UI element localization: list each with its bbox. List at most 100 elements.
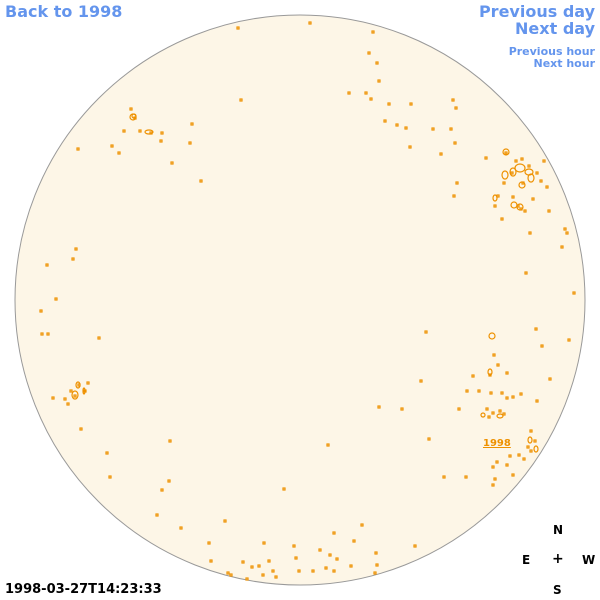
contour-speck bbox=[498, 409, 502, 413]
contour-speck bbox=[377, 79, 381, 83]
contour-speck bbox=[427, 437, 431, 441]
contour-speck bbox=[236, 26, 240, 30]
contour-speck bbox=[452, 194, 456, 198]
contour-speck bbox=[455, 181, 459, 185]
contour-speck bbox=[502, 412, 506, 416]
contour-speck bbox=[408, 145, 412, 149]
contour-speck bbox=[271, 569, 275, 573]
contour-speck bbox=[349, 564, 353, 568]
contour-speck bbox=[335, 557, 339, 561]
contour-speck bbox=[496, 363, 500, 367]
contour-speck bbox=[453, 141, 457, 145]
contour-loop bbox=[480, 412, 486, 418]
contour-loop bbox=[82, 387, 86, 395]
contour-loop bbox=[518, 181, 526, 189]
contour-speck bbox=[464, 475, 468, 479]
contour-speck bbox=[367, 51, 371, 55]
contour-speck bbox=[97, 336, 101, 340]
contour-speck bbox=[520, 157, 524, 161]
contour-speck bbox=[560, 245, 564, 249]
previous-day-link[interactable]: Previous day bbox=[478, 2, 595, 21]
contour-speck bbox=[540, 344, 544, 348]
contour-speck bbox=[439, 152, 443, 156]
contour-speck bbox=[504, 151, 508, 155]
contour-speck bbox=[40, 332, 44, 336]
contour-speck bbox=[179, 526, 183, 530]
contour-speck bbox=[239, 98, 243, 102]
contour-loop bbox=[75, 381, 81, 389]
contour-speck bbox=[167, 479, 171, 483]
contour-loop bbox=[527, 173, 535, 183]
contour-speck bbox=[294, 556, 298, 560]
contour-speck bbox=[63, 397, 67, 401]
contour-speck bbox=[542, 159, 546, 163]
contour-speck bbox=[493, 204, 497, 208]
contour-speck bbox=[531, 197, 535, 201]
contour-speck bbox=[527, 164, 531, 168]
contour-speck bbox=[326, 443, 330, 447]
contour-speck bbox=[190, 122, 194, 126]
next-day-link[interactable]: Next day bbox=[515, 19, 595, 38]
contour-speck bbox=[493, 477, 497, 481]
magnetic-contours bbox=[39, 21, 576, 581]
contour-speck bbox=[188, 141, 192, 145]
contour-speck bbox=[431, 127, 435, 131]
contour-speck bbox=[457, 407, 461, 411]
contour-speck bbox=[375, 61, 379, 65]
contour-speck bbox=[364, 91, 368, 95]
contour-speck bbox=[76, 147, 80, 151]
contour-speck bbox=[69, 389, 73, 393]
contour-speck bbox=[529, 429, 533, 433]
contour-speck bbox=[39, 309, 43, 313]
contour-speck bbox=[51, 396, 55, 400]
contour-speck bbox=[529, 449, 533, 453]
contour-speck bbox=[489, 391, 493, 395]
contour-speck bbox=[328, 553, 332, 557]
contour-speck bbox=[477, 389, 481, 393]
contour-speck bbox=[413, 544, 417, 548]
contour-speck bbox=[563, 227, 567, 231]
compass-north: N bbox=[553, 523, 564, 537]
contour-speck bbox=[492, 353, 496, 357]
contour-speck bbox=[318, 548, 322, 552]
contour-speck bbox=[245, 577, 249, 581]
contour-speck bbox=[375, 563, 379, 567]
contour-speck bbox=[454, 106, 458, 110]
contour-speck bbox=[160, 488, 164, 492]
contour-speck bbox=[500, 391, 504, 395]
contour-speck bbox=[267, 559, 271, 563]
contour-speck bbox=[105, 451, 109, 455]
contour-speck bbox=[79, 427, 83, 431]
contour-speck bbox=[395, 123, 399, 127]
observation-timestamp: 1998-03-27T14:23:33 bbox=[5, 582, 162, 597]
contour-speck bbox=[511, 395, 515, 399]
contour-speck bbox=[419, 379, 423, 383]
contour-loop bbox=[516, 203, 524, 211]
back-to-year-link[interactable]: Back to 1998 bbox=[5, 2, 123, 21]
contour-speck bbox=[73, 394, 77, 398]
contour-speck bbox=[505, 371, 509, 375]
contour-loop bbox=[527, 436, 533, 444]
previous-hour-link[interactable]: Previous hour bbox=[508, 45, 595, 58]
contour-speck bbox=[547, 209, 551, 213]
year-link-on-disk[interactable]: 1998 bbox=[483, 438, 511, 449]
contour-speck bbox=[572, 291, 576, 295]
contour-speck bbox=[223, 519, 227, 523]
contour-loop bbox=[488, 332, 496, 340]
contour-speck bbox=[535, 399, 539, 403]
contour-speck bbox=[332, 531, 336, 535]
contour-speck bbox=[369, 97, 373, 101]
contour-speck bbox=[514, 159, 518, 163]
contour-speck bbox=[207, 541, 211, 545]
contour-speck bbox=[170, 161, 174, 165]
contour-speck bbox=[66, 402, 70, 406]
contour-speck bbox=[484, 156, 488, 160]
contour-speck bbox=[347, 91, 351, 95]
contour-speck bbox=[524, 271, 528, 275]
next-hour-link[interactable]: Next hour bbox=[533, 57, 596, 70]
contour-loop bbox=[502, 148, 510, 156]
contour-speck bbox=[117, 151, 121, 155]
contour-loop bbox=[496, 413, 504, 419]
contour-speck bbox=[491, 483, 495, 487]
